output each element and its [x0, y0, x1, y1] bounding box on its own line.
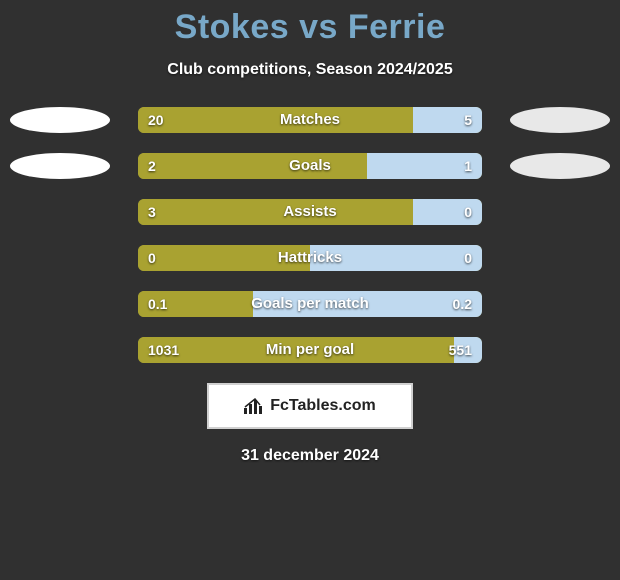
- stat-row: 205Matches: [0, 107, 620, 133]
- page-title: Stokes vs Ferrie: [0, 8, 620, 47]
- bar-chart-icon: [244, 398, 264, 414]
- stat-bar: 00Hattricks: [138, 245, 482, 271]
- bar-segment-left: [138, 153, 367, 179]
- title-separator: vs: [289, 8, 348, 46]
- comparison-chart: 205Matches21Goals30Assists00Hattricks0.1…: [0, 107, 620, 363]
- stat-value-right: 5: [454, 107, 482, 133]
- stat-row: 1031551Min per goal: [0, 337, 620, 363]
- stat-value-right: 0: [454, 245, 482, 271]
- bar-segment-left: [138, 199, 413, 225]
- stat-row: 21Goals: [0, 153, 620, 179]
- stat-value-right: 0: [454, 199, 482, 225]
- stat-value-right: 551: [439, 337, 482, 363]
- stat-bar: 205Matches: [138, 107, 482, 133]
- player-right-name: Ferrie: [348, 8, 446, 46]
- player-left-badge: [10, 107, 110, 133]
- player-right-badge: [510, 153, 610, 179]
- stat-value-left: 2: [138, 153, 166, 179]
- stat-value-right: 1: [454, 153, 482, 179]
- comparison-infographic: Stokes vs Ferrie Club competitions, Seas…: [0, 0, 620, 580]
- stat-value-left: 0: [138, 245, 166, 271]
- stat-value-right: 0.2: [443, 291, 482, 317]
- bar-segment-left: [138, 107, 413, 133]
- stat-bar: 0.10.2Goals per match: [138, 291, 482, 317]
- player-left-badge: [10, 153, 110, 179]
- stat-bar: 30Assists: [138, 199, 482, 225]
- stat-value-left: 20: [138, 107, 174, 133]
- stat-bar: 1031551Min per goal: [138, 337, 482, 363]
- stat-row: 30Assists: [0, 199, 620, 225]
- stat-value-left: 3: [138, 199, 166, 225]
- subtitle: Club competitions, Season 2024/2025: [0, 61, 620, 79]
- player-left-name: Stokes: [175, 8, 290, 46]
- stat-row: 00Hattricks: [0, 245, 620, 271]
- stat-row: 0.10.2Goals per match: [0, 291, 620, 317]
- brand-name: FcTables.com: [270, 397, 376, 415]
- stat-value-left: 1031: [138, 337, 189, 363]
- brand-logo: FcTables.com: [207, 383, 413, 429]
- footer-date: 31 december 2024: [0, 447, 620, 465]
- stat-value-left: 0.1: [138, 291, 177, 317]
- player-right-badge: [510, 107, 610, 133]
- stat-bar: 21Goals: [138, 153, 482, 179]
